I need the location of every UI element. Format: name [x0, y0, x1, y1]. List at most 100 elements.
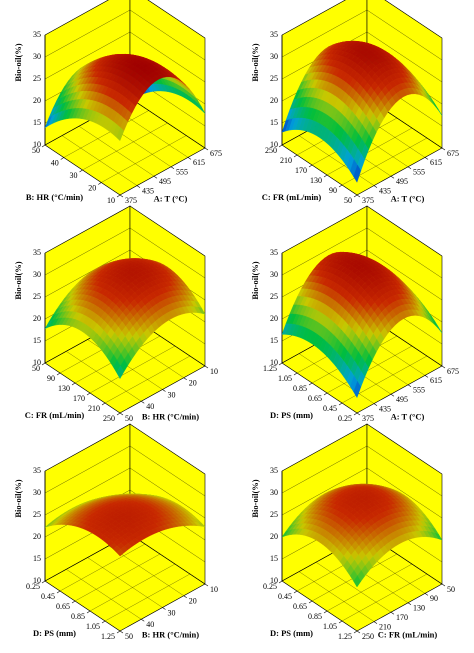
y-tick: [308, 600, 313, 604]
x-tick: [356, 412, 361, 416]
y-tick-label: 0.45: [41, 592, 55, 601]
floor-grid: [44, 580, 121, 632]
panel: 1015202530353754354955556156750.250.450.…: [250, 205, 459, 423]
y-tick: [353, 412, 358, 416]
surface-patch: [353, 380, 362, 399]
y-tick: [56, 372, 61, 376]
y-tick: [71, 382, 76, 386]
x-tick-label: 10: [210, 585, 218, 594]
z-tick-label: 25: [270, 292, 278, 301]
floor-grid: [82, 122, 168, 171]
x-tick: [407, 602, 412, 606]
grid-line: [44, 423, 206, 475]
x-tick: [136, 185, 141, 188]
y-tick: [293, 154, 298, 158]
z-tick-label: 15: [33, 336, 41, 345]
y-tick-label: 90: [47, 374, 55, 383]
grid-line: [281, 205, 443, 257]
floor-grid: [315, 562, 392, 613]
x-tick-label: 30: [168, 390, 176, 399]
y-tick-label: 210: [88, 404, 100, 413]
y-tick: [116, 630, 121, 634]
panel: 10 15 20 25 30 35 375 435 495 555 615 675 10 20 30 40 50…: [13, 0, 222, 205]
x-tick: [441, 583, 446, 587]
x-tick: [141, 401, 145, 404]
y-tick: [116, 194, 121, 198]
z-tick-label: 30: [270, 270, 278, 279]
z-tick-label: 35: [270, 248, 278, 257]
x-tick-label: 675: [210, 149, 222, 158]
z-axis-label: Bio-oil(%): [13, 43, 23, 81]
z-tick-label: 20: [33, 314, 41, 323]
y-tick: [338, 184, 343, 188]
y-tick: [60, 157, 64, 160]
y-tick: [353, 630, 358, 634]
grid-line: [281, 467, 443, 519]
z-axis-label: Bio-oil(%): [250, 43, 260, 81]
floor-grid: [66, 351, 142, 402]
y-tick-label: 170: [73, 394, 85, 403]
x-tick: [119, 194, 124, 198]
y-tick-label: 130: [58, 384, 70, 393]
grid-line: [44, 205, 206, 257]
x-tick-label: 40: [146, 402, 154, 411]
surface: [281, 483, 443, 588]
x-tick-label: 20: [189, 379, 197, 388]
z-tick-label: 25: [33, 74, 41, 83]
floor-grid: [326, 345, 413, 394]
x-tick: [119, 412, 124, 416]
y-tick: [86, 610, 91, 614]
floor-grid: [119, 583, 206, 632]
floor-grid: [104, 355, 191, 404]
x-tick: [153, 175, 158, 179]
z-tick-label: 10: [270, 358, 278, 367]
x-tick: [424, 157, 429, 160]
x-tick-label: 170: [396, 613, 408, 622]
y-axis-label: D: PS (mm): [270, 410, 313, 420]
y-tick: [278, 144, 283, 148]
z-tick-label: 10: [33, 358, 41, 367]
x-tick: [424, 593, 429, 596]
grid-line: [281, 423, 443, 475]
z-tick-label: 25: [270, 510, 278, 519]
grid-line: [281, 445, 443, 497]
z-tick-label: 35: [270, 466, 278, 475]
y-tick: [323, 610, 328, 614]
floor-grid: [326, 563, 413, 612]
x-tick: [373, 403, 378, 406]
x-tick: [424, 375, 429, 378]
y-tick-label: 90: [329, 186, 337, 195]
floor-grid: [101, 135, 187, 183]
z-tick-label: 15: [33, 554, 41, 563]
z-tick-label: 35: [33, 248, 41, 257]
z-tick-label: 35: [270, 30, 278, 39]
x-tick-label: 675: [447, 149, 459, 158]
y-tick-label: 40: [51, 158, 59, 167]
y-tick-label: 1.05: [278, 374, 292, 383]
x-tick-label: 615: [193, 158, 205, 167]
y-axis-label: C: FR (mL/min): [25, 410, 85, 420]
x-axis-label: A: T (°C): [391, 193, 425, 203]
x-tick-label: 555: [413, 386, 425, 395]
x-tick: [390, 393, 395, 397]
y-tick: [293, 590, 298, 594]
grid-line: [281, 227, 443, 279]
y-tick: [308, 164, 313, 168]
y-tick-label: 1.05: [86, 622, 100, 631]
grid-line: [44, 0, 206, 39]
y-tick-label: 1.25: [338, 632, 352, 641]
x-axis-label: A: T (°C): [154, 193, 188, 203]
floor-grid: [281, 144, 358, 196]
x-tick: [407, 384, 412, 388]
y-tick: [116, 412, 121, 416]
y-tick-label: 50: [32, 364, 40, 373]
y-axis-label: C: FR (mL/min): [262, 192, 322, 202]
surface-patch: [353, 164, 362, 183]
x-tick: [204, 365, 209, 369]
x-tick: [441, 365, 446, 369]
y-tick-label: 0.45: [278, 592, 292, 601]
x-tick-label: 435: [379, 404, 391, 413]
z-tick-label: 25: [270, 74, 278, 83]
z-tick-label: 35: [33, 466, 41, 475]
